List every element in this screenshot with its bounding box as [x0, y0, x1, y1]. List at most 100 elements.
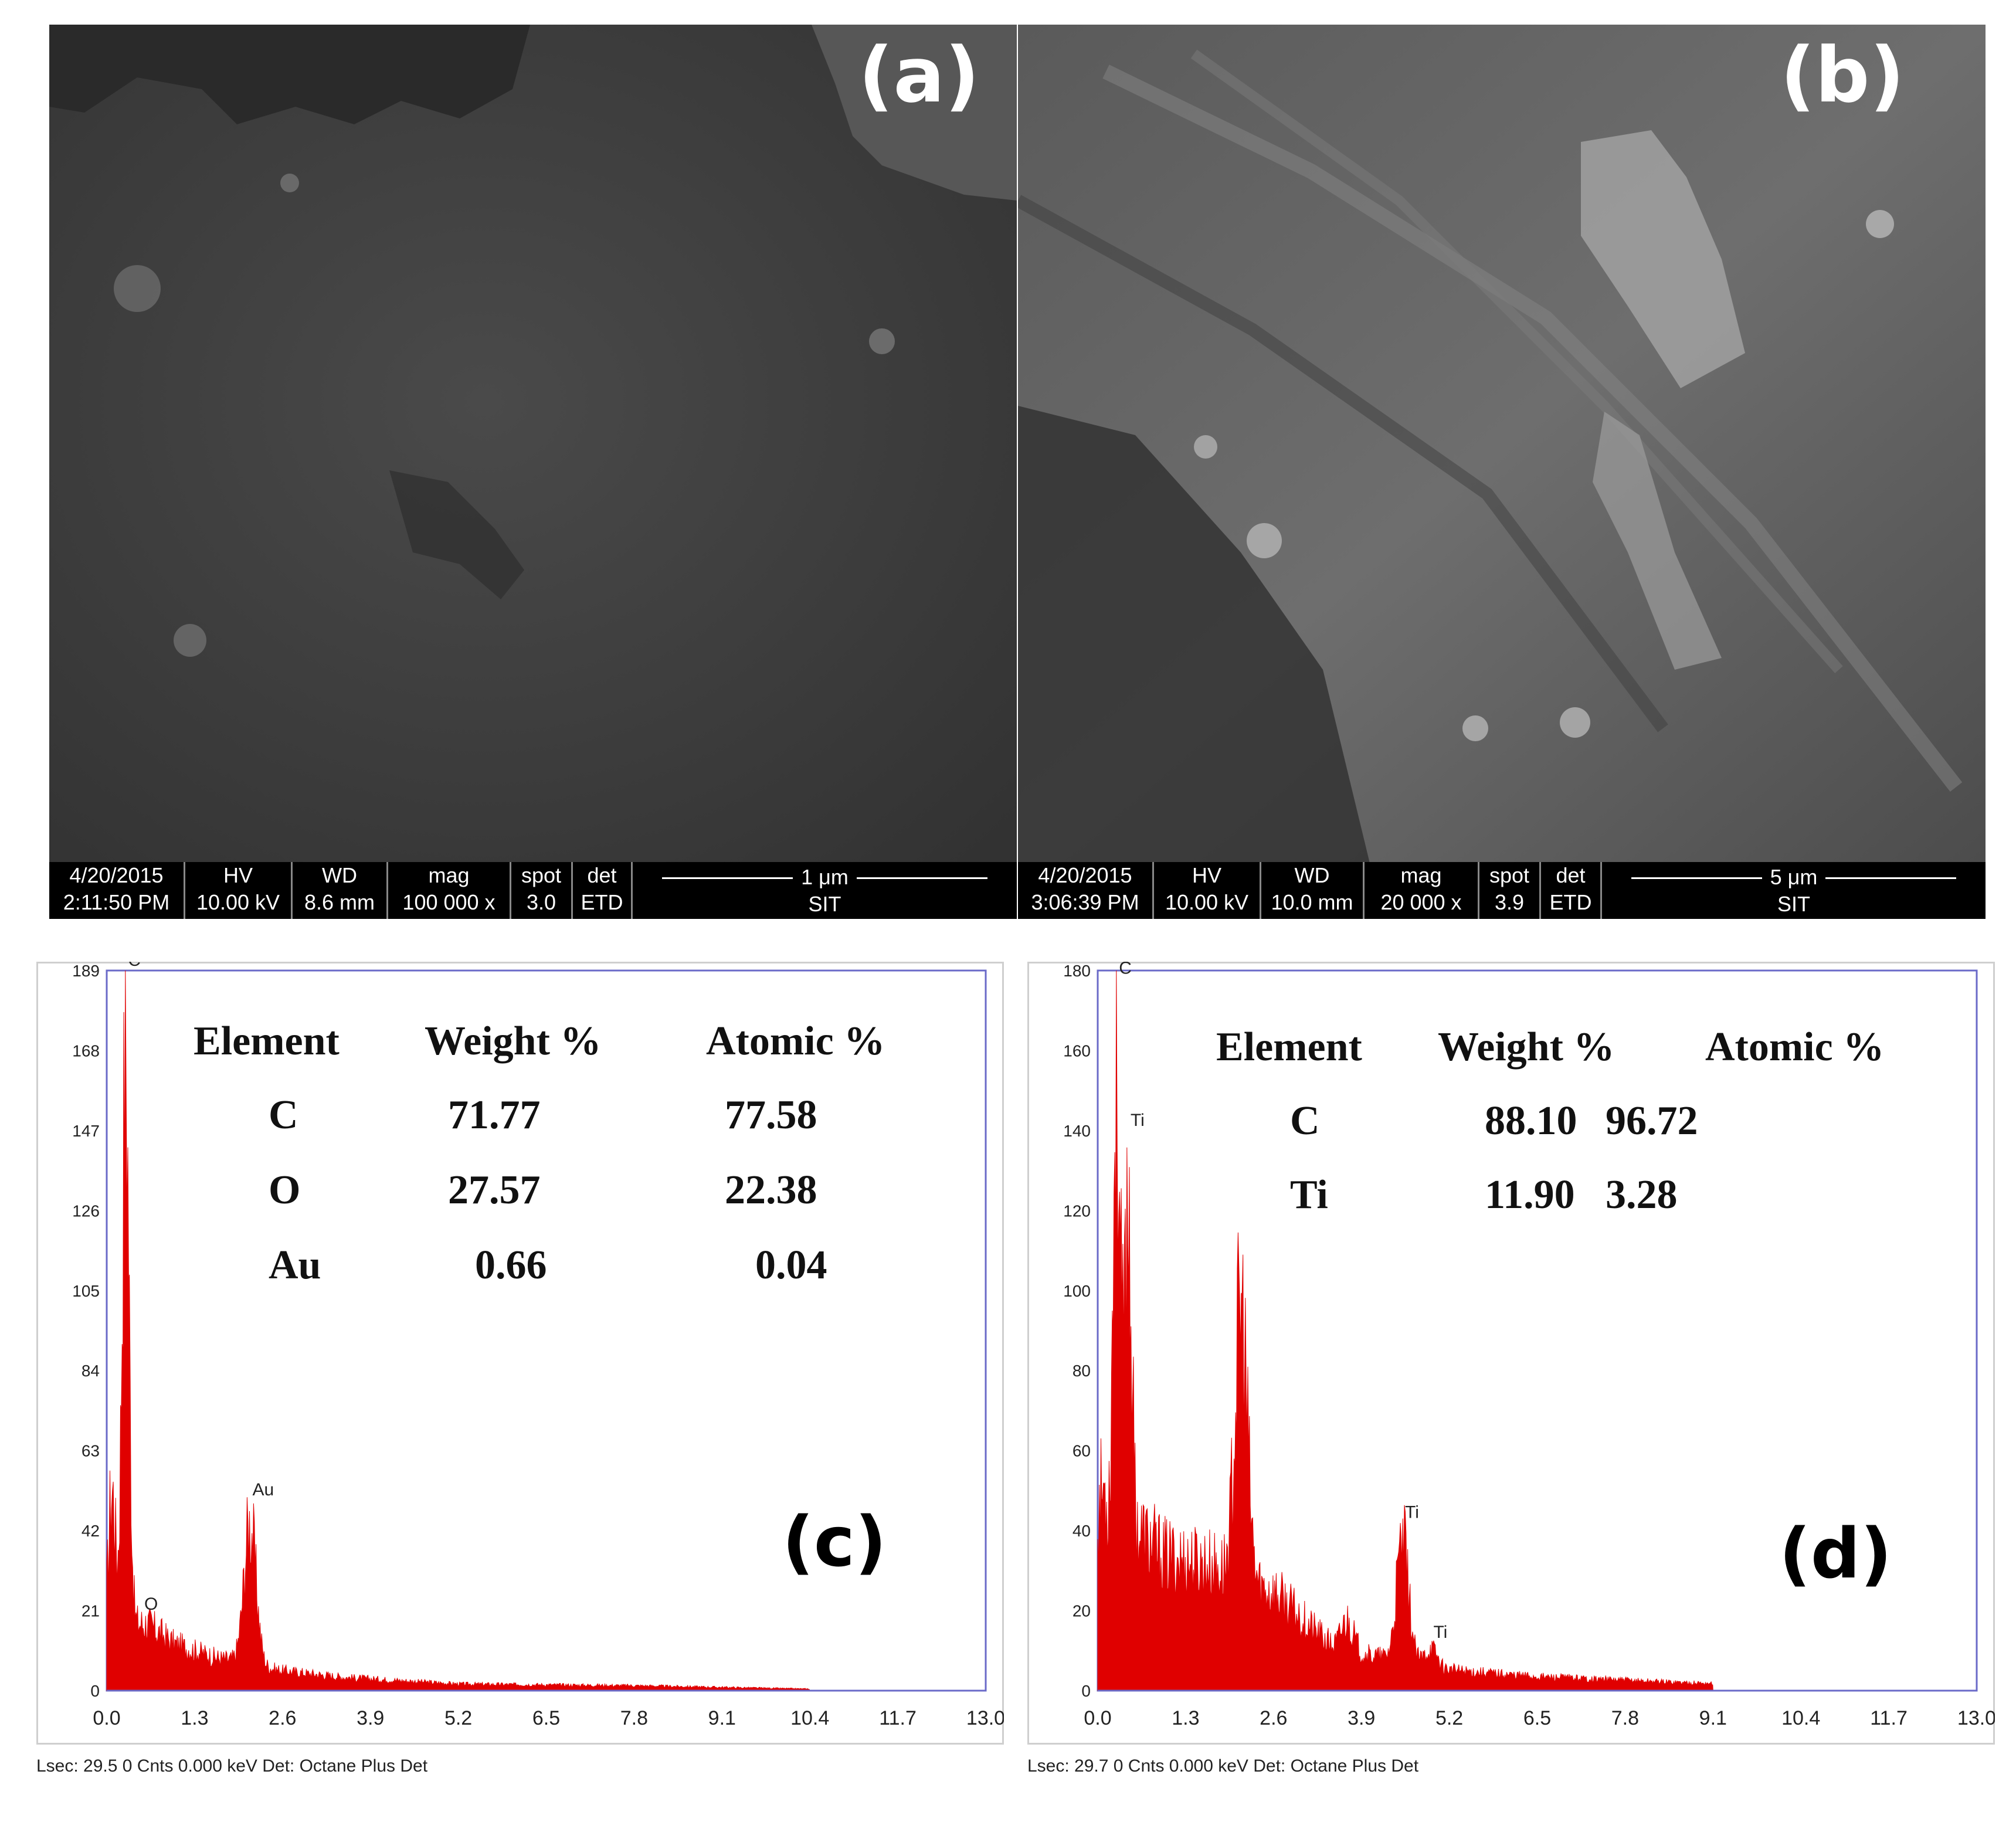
table-header-atomic: Atomic % — [1705, 1024, 1885, 1070]
x-tick-label: 2.6 — [269, 1707, 296, 1729]
x-tick-label: 11.7 — [1870, 1707, 1908, 1729]
y-tick-label: 100 — [1063, 1282, 1091, 1300]
x-tick-label: 10.4 — [790, 1707, 829, 1729]
x-tick-label: 5.2 — [1435, 1707, 1463, 1729]
det-value: ETD — [581, 890, 623, 914]
y-tick-label: 147 — [72, 1122, 100, 1140]
table-header-weight: Weight % — [425, 1019, 602, 1064]
panel-label-a: (a) — [858, 30, 980, 120]
y-tick-label: 60 — [1073, 1442, 1091, 1460]
eds-footer-c: Lsec: 29.5 0 Cnts 0.000 keV Det: Octane … — [36, 1756, 428, 1776]
det-value: ETD — [1549, 890, 1592, 914]
y-tick-label: 80 — [1073, 1362, 1091, 1380]
time-value: 3:06:39 PM — [1031, 890, 1139, 914]
table-cell-atomic: 0.04 — [755, 1243, 827, 1288]
sem-image-b: (b) 4/20/2015 3:06:39 PM HV 10.00 kV WD … — [1018, 25, 1986, 919]
y-tick-label: 189 — [72, 962, 100, 980]
wd-cell: WD 10.0 mm — [1261, 862, 1365, 919]
x-tick-label: 0.0 — [93, 1707, 120, 1729]
peak-label: C — [128, 962, 141, 970]
scale-bar-label: 5 μm — [1762, 865, 1826, 889]
eds-frame — [1027, 962, 1995, 1745]
sem-databar-a: 4/20/2015 2:11:50 PM HV 10.00 kV WD 8.6 … — [49, 862, 1017, 919]
y-tick-label: 126 — [72, 1202, 100, 1220]
x-tick-label: 3.9 — [1348, 1707, 1375, 1729]
x-tick-label: 3.9 — [357, 1707, 384, 1729]
x-tick-label: 0.0 — [1084, 1707, 1111, 1729]
peak-label: C — [1119, 962, 1132, 978]
hv-cell: HV 10.00 kV — [185, 862, 293, 919]
table-header-atomic: Atomic % — [706, 1019, 885, 1064]
y-tick-label: 105 — [72, 1282, 100, 1300]
hv-label: HV — [223, 863, 253, 887]
y-tick-label: 84 — [82, 1362, 100, 1380]
y-tick-label: 140 — [1063, 1122, 1091, 1140]
x-tick-label: 6.5 — [1523, 1707, 1551, 1729]
table-cell-weight: 11.90 — [1485, 1172, 1575, 1217]
det-label: det — [587, 863, 617, 887]
hv-value: 10.00 kV — [1165, 890, 1249, 914]
table-cell-element: C — [1290, 1098, 1320, 1144]
hv-cell: HV 10.00 kV — [1154, 862, 1261, 919]
x-tick-label: 6.5 — [532, 1707, 560, 1729]
y-tick-label: 120 — [1063, 1202, 1091, 1220]
org-label: SIT — [808, 892, 841, 916]
table-cell-element: C — [269, 1092, 298, 1138]
plot-area — [106, 969, 987, 1692]
wd-value: 8.6 mm — [304, 890, 375, 914]
eds-frame — [36, 962, 1004, 1745]
mag-cell: mag 20 000 x — [1365, 862, 1479, 919]
spot-value: 3.0 — [526, 890, 556, 914]
table-header-element: Element — [194, 1019, 340, 1064]
table-cell-element: Ti — [1290, 1172, 1328, 1217]
peak-label: Au — [252, 1480, 274, 1499]
date-time-cell: 4/20/2015 3:06:39 PM — [1018, 862, 1154, 919]
time-value: 2:11:50 PM — [63, 890, 170, 914]
table-cell-atomic: 96.72 — [1606, 1098, 1698, 1144]
mag-label: mag — [428, 863, 470, 887]
table-cell-atomic: 22.38 — [725, 1168, 817, 1213]
y-tick-label: 20 — [1073, 1602, 1091, 1620]
panel-label-c: (c) — [782, 1501, 887, 1582]
table-cell-weight: 27.57 — [448, 1168, 541, 1213]
x-tick-label: 10.4 — [1781, 1707, 1820, 1729]
y-tick-label: 42 — [82, 1522, 100, 1540]
x-tick-label: 7.8 — [1611, 1707, 1639, 1729]
peak-label: Ti — [1405, 1502, 1419, 1522]
table-header-element: Element — [1216, 1024, 1362, 1070]
eds-panel-d: C Ti Ti Ti 0.0 1.3 2.6 3.9 5.2 6.5 7.8 9.1 10.4 11.7 1… — [1027, 962, 1995, 1794]
sem-texture-b — [1018, 25, 1986, 863]
date-time-cell: 4/20/2015 2:11:50 PM — [49, 862, 185, 919]
x-tick-label: 5.2 — [444, 1707, 472, 1729]
scale-bar-cell: 5 μm SIT — [1602, 862, 1986, 919]
x-tick-label: 1.3 — [181, 1707, 208, 1729]
eds-footer-d: Lsec: 29.7 0 Cnts 0.000 keV Det: Octane … — [1027, 1756, 1419, 1776]
hv-value: 10.00 kV — [196, 890, 280, 914]
x-tick-label: 2.6 — [1260, 1707, 1287, 1729]
panel-label-d: (d) — [1779, 1513, 1892, 1594]
eds-panel-c: COAu0.01.32.63.95.26.57.89.110.411.713.0… — [36, 962, 1004, 1794]
peak-label: Ti — [1131, 1111, 1145, 1130]
eds-spectrum-chart-c: COAu0.01.32.63.95.26.57.89.110.411.713.0… — [72, 962, 1004, 1729]
x-tick-label: 13.0 — [1957, 1707, 1995, 1729]
y-tick-label: 180 — [1063, 962, 1091, 980]
det-label: det — [1556, 863, 1586, 887]
det-cell: det ETD — [1541, 862, 1602, 919]
sem-texture-a — [49, 25, 1017, 863]
y-tick-label: 40 — [1073, 1522, 1091, 1540]
x-tick-label: 13.0 — [966, 1707, 1004, 1729]
panel-label-b: (b) — [1780, 30, 1905, 120]
y-tick-label: 0 — [1081, 1682, 1091, 1700]
wd-label: WD — [1294, 863, 1330, 887]
wd-cell: WD 8.6 mm — [293, 862, 388, 919]
table-cell-element: Au — [269, 1243, 321, 1288]
y-tick-label: 168 — [72, 1041, 100, 1060]
spot-value: 3.9 — [1494, 890, 1525, 914]
table-cell-element: O — [269, 1168, 301, 1213]
spot-cell: spot 3.0 — [511, 862, 573, 919]
spot-cell: spot 3.9 — [1479, 862, 1541, 919]
mag-cell: mag 100 000 x — [388, 862, 511, 919]
spectrum-area — [106, 970, 810, 1691]
x-tick-label: 7.8 — [620, 1707, 648, 1729]
x-tick-label: 9.1 — [1699, 1707, 1727, 1729]
